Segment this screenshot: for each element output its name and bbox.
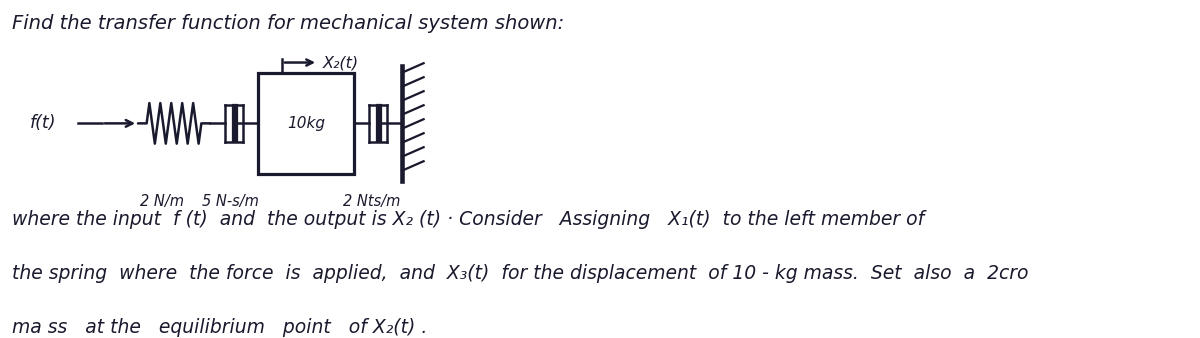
Text: 2 Nts/m: 2 Nts/m	[343, 194, 401, 209]
Text: 10kg: 10kg	[287, 116, 325, 131]
Text: 5 N-s/m: 5 N-s/m	[202, 194, 259, 209]
Bar	[258, 73, 354, 174]
Text: where the input  f (t)  and  the output is X₂ (t) · Consider   Assigning   X₁(t): where the input f (t) and the output is …	[12, 210, 924, 228]
Text: f(t): f(t)	[30, 114, 56, 132]
Text: X₂(t): X₂(t)	[323, 55, 359, 70]
Text: ma ss   at the   equilibrium   point   of X₂(t) .: ma ss at the equilibrium point of X₂(t) …	[12, 318, 427, 337]
Text: Find the transfer function for mechanical system shown:: Find the transfer function for mechanica…	[12, 14, 564, 32]
Text: 2 N/m: 2 N/m	[140, 194, 184, 209]
Text: the spring  where  the force  is  applied,  and  X₃(t)  for the displacement  of: the spring where the force is applied, a…	[12, 264, 1028, 283]
